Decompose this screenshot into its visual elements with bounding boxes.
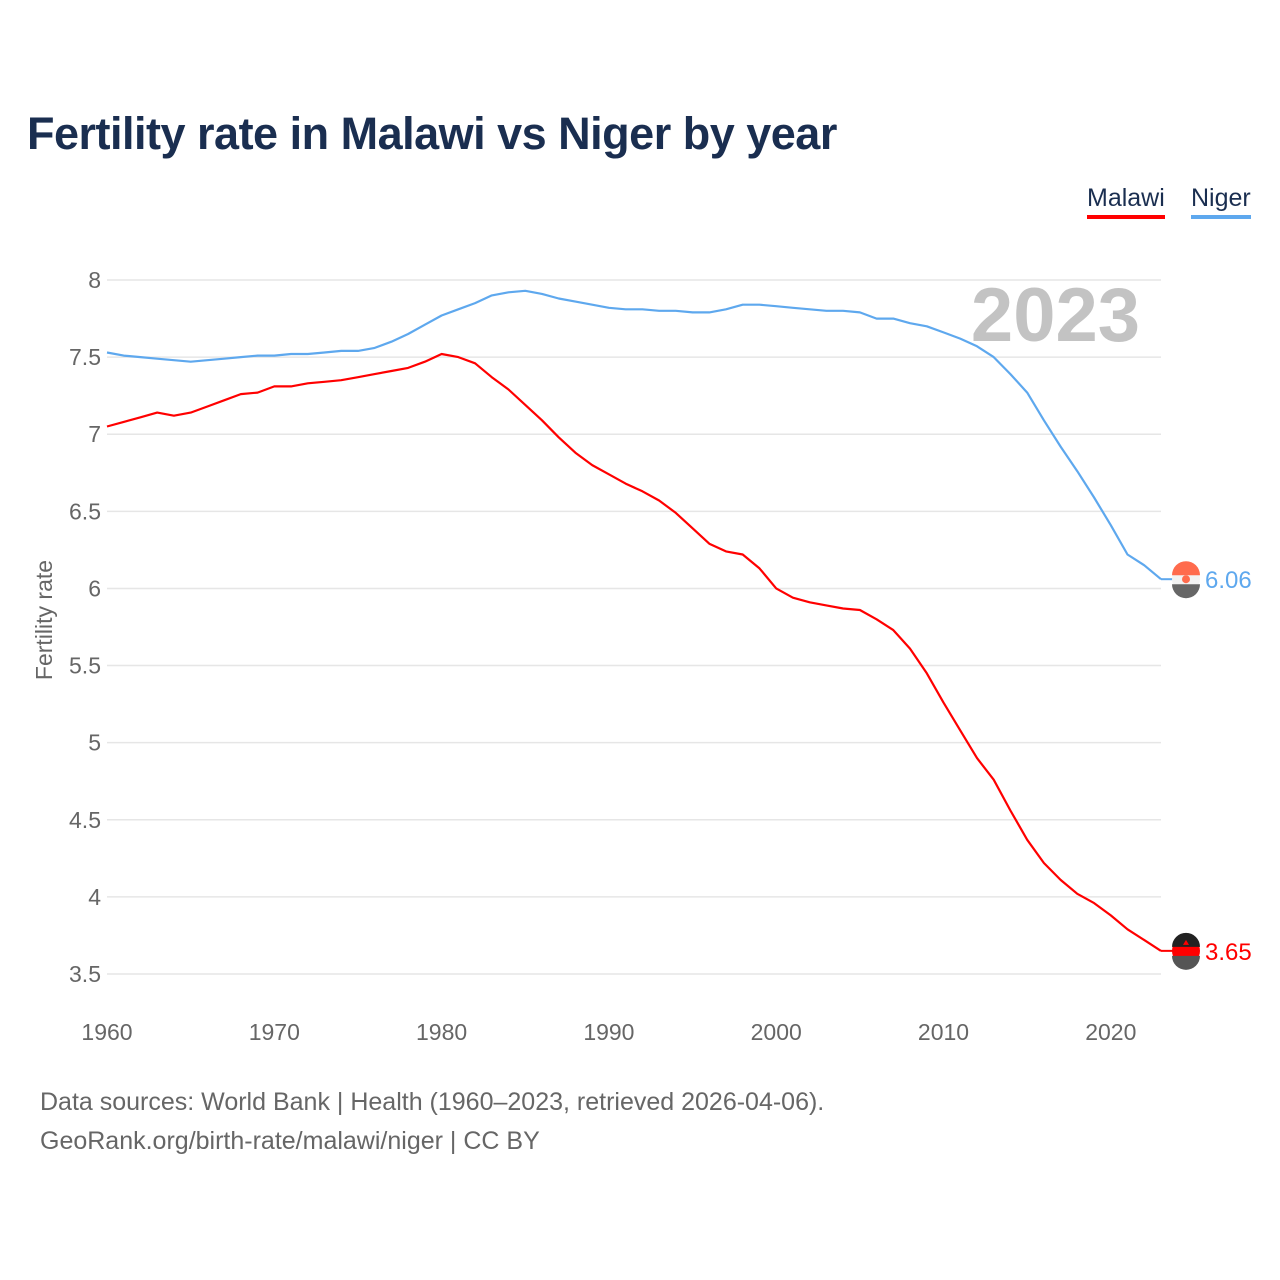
chart-title: Fertility rate in Malawi vs Niger by yea… — [27, 108, 837, 159]
y-tick-label: 7.5 — [69, 344, 101, 370]
footer-credit: GeoRank.org/birth-rate/malawi/niger | CC… — [40, 1127, 540, 1155]
y-tick-label: 5 — [88, 730, 101, 756]
y-tick-label: 6.5 — [69, 498, 101, 524]
y-axis-label: Fertility rate — [31, 560, 57, 680]
x-tick-label: 2010 — [918, 1019, 969, 1045]
flag-niger-top — [1172, 561, 1200, 576]
x-tick-label: 2020 — [1085, 1019, 1136, 1045]
x-tick-label: 1960 — [81, 1019, 132, 1045]
y-tick-label: 6 — [88, 575, 101, 601]
year-overlay: 2023 — [971, 273, 1140, 358]
y-tick-label: 8 — [88, 267, 101, 293]
x-tick-label: 1980 — [416, 1019, 467, 1045]
x-tick-label: 2000 — [751, 1019, 802, 1045]
y-tick-label: 4 — [88, 884, 101, 910]
legend-item-malawi[interactable]: Malawi — [1087, 184, 1165, 219]
y-tick-label: 5.5 — [69, 653, 101, 679]
legend-item-niger[interactable]: Niger — [1191, 184, 1251, 219]
y-tick-label: 7 — [88, 421, 101, 447]
end-value-label: 6.06 — [1205, 567, 1252, 594]
flag-malawi-sun — [1183, 939, 1189, 945]
flag-malawi-bottom — [1172, 955, 1200, 970]
end-value-label: 3.65 — [1205, 939, 1252, 966]
x-tick-label: 1970 — [249, 1019, 300, 1045]
flag-niger-sun — [1182, 575, 1190, 584]
flag-niger-bottom — [1172, 584, 1200, 599]
series-line-malawi — [106, 352, 1162, 952]
y-tick-label: 3.5 — [69, 961, 101, 987]
series-line-niger — [106, 289, 1162, 581]
footer-sources: Data sources: World Bank | Health (1960–… — [40, 1088, 825, 1116]
y-tick-label: 4.5 — [69, 807, 101, 833]
x-tick-label: 1990 — [583, 1019, 634, 1045]
